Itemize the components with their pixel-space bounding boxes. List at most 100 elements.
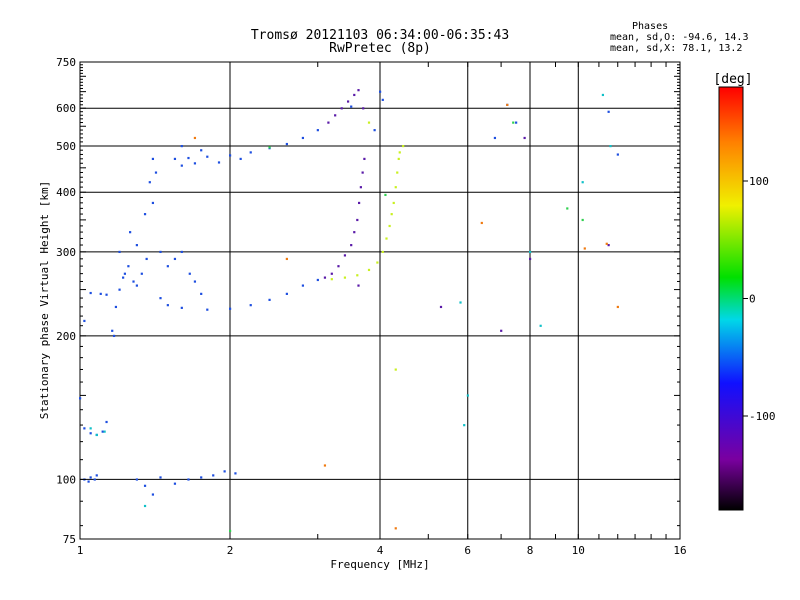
colorbar-tick-label: -100 bbox=[749, 410, 776, 423]
data-point bbox=[394, 368, 397, 371]
data-point bbox=[105, 420, 108, 424]
data-point bbox=[206, 308, 209, 311]
data-point bbox=[353, 93, 356, 97]
data-point bbox=[394, 527, 397, 530]
data-point bbox=[301, 284, 305, 287]
colorbar bbox=[718, 86, 744, 511]
data-point bbox=[356, 274, 359, 277]
colorbar-tick-label: 0 bbox=[749, 293, 756, 306]
data-point bbox=[87, 480, 90, 483]
data-point bbox=[206, 155, 209, 158]
chart-subtitle: RwPretec (8p) bbox=[329, 41, 431, 56]
data-point bbox=[357, 89, 360, 92]
data-point bbox=[89, 432, 92, 435]
data-point bbox=[101, 430, 104, 433]
data-point bbox=[357, 201, 361, 205]
y-tick-label: 600 bbox=[56, 102, 76, 115]
data-point bbox=[529, 250, 532, 254]
data-point bbox=[193, 280, 197, 283]
data-point bbox=[212, 474, 215, 477]
data-point bbox=[346, 100, 350, 103]
y-tick-label: 500 bbox=[56, 140, 76, 153]
data-point bbox=[607, 244, 610, 247]
data-point bbox=[129, 231, 132, 234]
data-point bbox=[229, 307, 232, 310]
data-point bbox=[362, 107, 365, 110]
axis-ticks: 1 2 4 6 8 10 16 75 100 200 300 400 500 600 750 bbox=[56, 56, 687, 557]
x-axis-label: Frequency [MHz] bbox=[330, 558, 429, 571]
data-point bbox=[159, 250, 162, 254]
data-point bbox=[200, 292, 203, 295]
data-point bbox=[249, 151, 252, 154]
data-point bbox=[93, 478, 96, 481]
data-point bbox=[200, 476, 203, 479]
data-point bbox=[193, 162, 197, 165]
colorbar-ticks: 100 0 -100 bbox=[743, 175, 776, 423]
data-point bbox=[316, 129, 319, 132]
data-point bbox=[188, 272, 191, 275]
data-point bbox=[506, 103, 509, 107]
data-point bbox=[396, 171, 399, 174]
data-point bbox=[180, 144, 183, 148]
data-point bbox=[359, 186, 362, 189]
data-point bbox=[217, 161, 221, 164]
data-point bbox=[143, 504, 147, 508]
data-point bbox=[285, 257, 288, 261]
y-tick-label: 200 bbox=[56, 330, 76, 343]
data-point bbox=[114, 305, 118, 309]
data-point bbox=[173, 257, 177, 261]
data-point bbox=[79, 397, 82, 400]
y-tick-label: 75 bbox=[63, 533, 76, 546]
data-point bbox=[376, 261, 379, 264]
data-point bbox=[581, 218, 584, 222]
data-point bbox=[118, 288, 121, 291]
data-point bbox=[301, 136, 305, 140]
y-tick-label: 750 bbox=[56, 56, 76, 69]
data-point bbox=[173, 157, 177, 161]
data-point bbox=[605, 242, 608, 245]
data-point bbox=[151, 157, 155, 161]
x-tick-label: 10 bbox=[572, 544, 585, 557]
data-point bbox=[83, 319, 86, 323]
data-point bbox=[367, 268, 371, 272]
stats-header: Phases bbox=[632, 21, 669, 32]
x-tick-label: 2 bbox=[227, 544, 234, 557]
data-point bbox=[609, 144, 612, 148]
data-point bbox=[159, 476, 162, 479]
data-point bbox=[135, 284, 138, 287]
data-point bbox=[350, 105, 353, 108]
data-point bbox=[466, 394, 469, 397]
data-point bbox=[159, 297, 162, 300]
data-point bbox=[135, 244, 138, 247]
data-point bbox=[523, 136, 526, 140]
data-point bbox=[394, 186, 397, 189]
data-point bbox=[616, 153, 619, 156]
data-point bbox=[583, 247, 586, 250]
data-point bbox=[122, 276, 125, 279]
data-point bbox=[180, 250, 183, 254]
data-point bbox=[103, 430, 106, 433]
y-tick-label: 300 bbox=[56, 246, 76, 259]
x-tick-label: 4 bbox=[377, 544, 384, 557]
data-point bbox=[500, 329, 503, 332]
data-point bbox=[223, 470, 226, 473]
data-point bbox=[234, 472, 237, 475]
data-point bbox=[373, 129, 376, 132]
data-point bbox=[187, 478, 190, 481]
stats-x-line: mean, sd,X: 78.1, 13.2 bbox=[610, 43, 743, 54]
data-point bbox=[193, 136, 197, 140]
data-point bbox=[581, 181, 584, 184]
data-point bbox=[89, 427, 92, 430]
chart-title: Tromsø 20121103 06:34:00-06:35:43 bbox=[250, 28, 510, 43]
data-point bbox=[616, 305, 619, 309]
data-point bbox=[285, 292, 288, 295]
data-point bbox=[512, 121, 515, 124]
data-point bbox=[327, 121, 330, 124]
data-point bbox=[268, 298, 271, 301]
data-point bbox=[385, 237, 388, 240]
x-tick-label: 8 bbox=[527, 544, 534, 557]
data-point bbox=[539, 324, 542, 327]
data-point bbox=[140, 272, 143, 275]
data-point bbox=[388, 224, 391, 228]
